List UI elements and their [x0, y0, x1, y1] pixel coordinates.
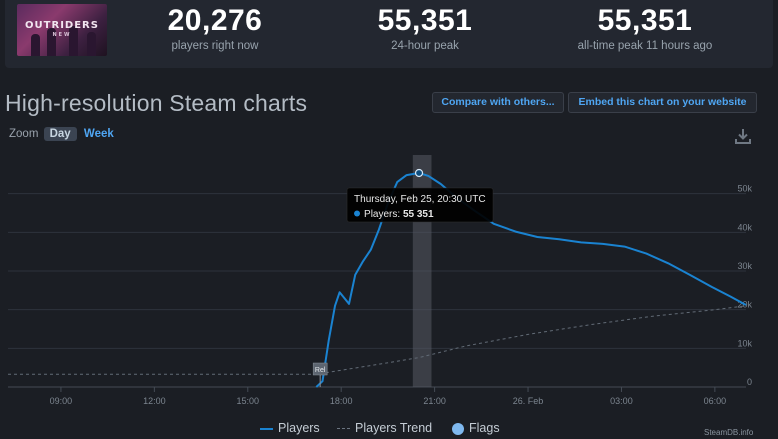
y-tick-label: 30k — [737, 261, 752, 271]
peak-point-marker[interactable] — [414, 168, 424, 178]
game-thumbnail[interactable]: OUTRIDERS NEW — [17, 4, 107, 56]
tooltip-box — [346, 187, 494, 223]
legend-trend-label: Players Trend — [355, 421, 433, 435]
download-icon[interactable] — [734, 127, 752, 145]
stat-24h-peak: 55,351 24-hour peak — [350, 4, 500, 53]
game-logo-text: OUTRIDERS — [25, 20, 99, 31]
page-title: High-resolution Steam charts — [5, 90, 308, 116]
tooltip-series-label: Players: 55 351 — [364, 209, 434, 220]
tooltip-series-dot — [354, 210, 361, 217]
stat-value: 55,351 — [377, 4, 473, 37]
stat-label: players right now — [171, 40, 259, 52]
x-tick-label: 18:00 — [330, 396, 353, 406]
stat-current-players: 20,276 players right now — [140, 4, 290, 53]
game-logo-subtext: NEW — [52, 32, 72, 38]
stat-all-time-peak: 55,351 all-time peak 11 hours ago — [545, 4, 745, 53]
flag-label: Rel — [315, 367, 326, 374]
legend-dash-swatch — [337, 428, 350, 430]
stat-label: all-time peak 11 hours ago — [577, 40, 713, 52]
embed-chart-button[interactable]: Embed this chart on your website — [568, 92, 757, 113]
zoom-label: Zoom — [9, 128, 39, 140]
legend-line-swatch — [260, 427, 273, 430]
x-tick-label: 15:00 — [237, 396, 260, 406]
legend-players[interactable]: Players — [260, 421, 320, 435]
x-tick-label: 21:00 — [423, 396, 446, 406]
trend-line — [8, 305, 747, 375]
tooltip-date: Thursday, Feb 25, 20:30 UTC — [354, 194, 486, 205]
legend-players-trend[interactable]: Players Trend — [337, 421, 432, 435]
x-tick-label: 03:00 — [610, 396, 633, 406]
steamdb-credit: SteamDB.info — [704, 428, 754, 437]
stat-value: 20,276 — [167, 4, 263, 37]
y-tick-label: 10k — [737, 338, 752, 348]
zoom-day-button[interactable]: Day — [43, 127, 77, 141]
x-tick-label: 09:00 — [50, 396, 73, 406]
tooltip-value: 55 351 — [403, 209, 434, 220]
compare-button[interactable]: Compare with others... — [432, 92, 564, 113]
players-line[interactable] — [315, 172, 747, 388]
x-tick-label: 06:00 — [704, 396, 727, 406]
y-tick-label: 50k — [737, 184, 752, 194]
chart-legend: Players Players Trend Flags — [0, 421, 778, 437]
y-tick-label: 0 — [747, 377, 752, 387]
stat-value: 55,351 — [597, 4, 693, 37]
x-tick-label: 12:00 — [143, 396, 166, 406]
x-tick-label: 26. Feb — [513, 396, 544, 406]
stats-header: OUTRIDERS NEW 20,276 players right now 5… — [5, 0, 773, 68]
flag-marker[interactable] — [312, 362, 328, 376]
legend-flags[interactable]: Flags — [452, 421, 500, 435]
y-tick-label: 40k — [737, 222, 752, 232]
stat-label: 24-hour peak — [391, 40, 459, 52]
legend-flags-label: Flags — [469, 421, 500, 435]
zoom-week-button[interactable]: Week — [83, 128, 114, 140]
legend-dot-swatch — [452, 422, 464, 435]
legend-players-label: Players — [278, 421, 320, 435]
zoom-controls: Zoom Day Week — [9, 127, 120, 141]
